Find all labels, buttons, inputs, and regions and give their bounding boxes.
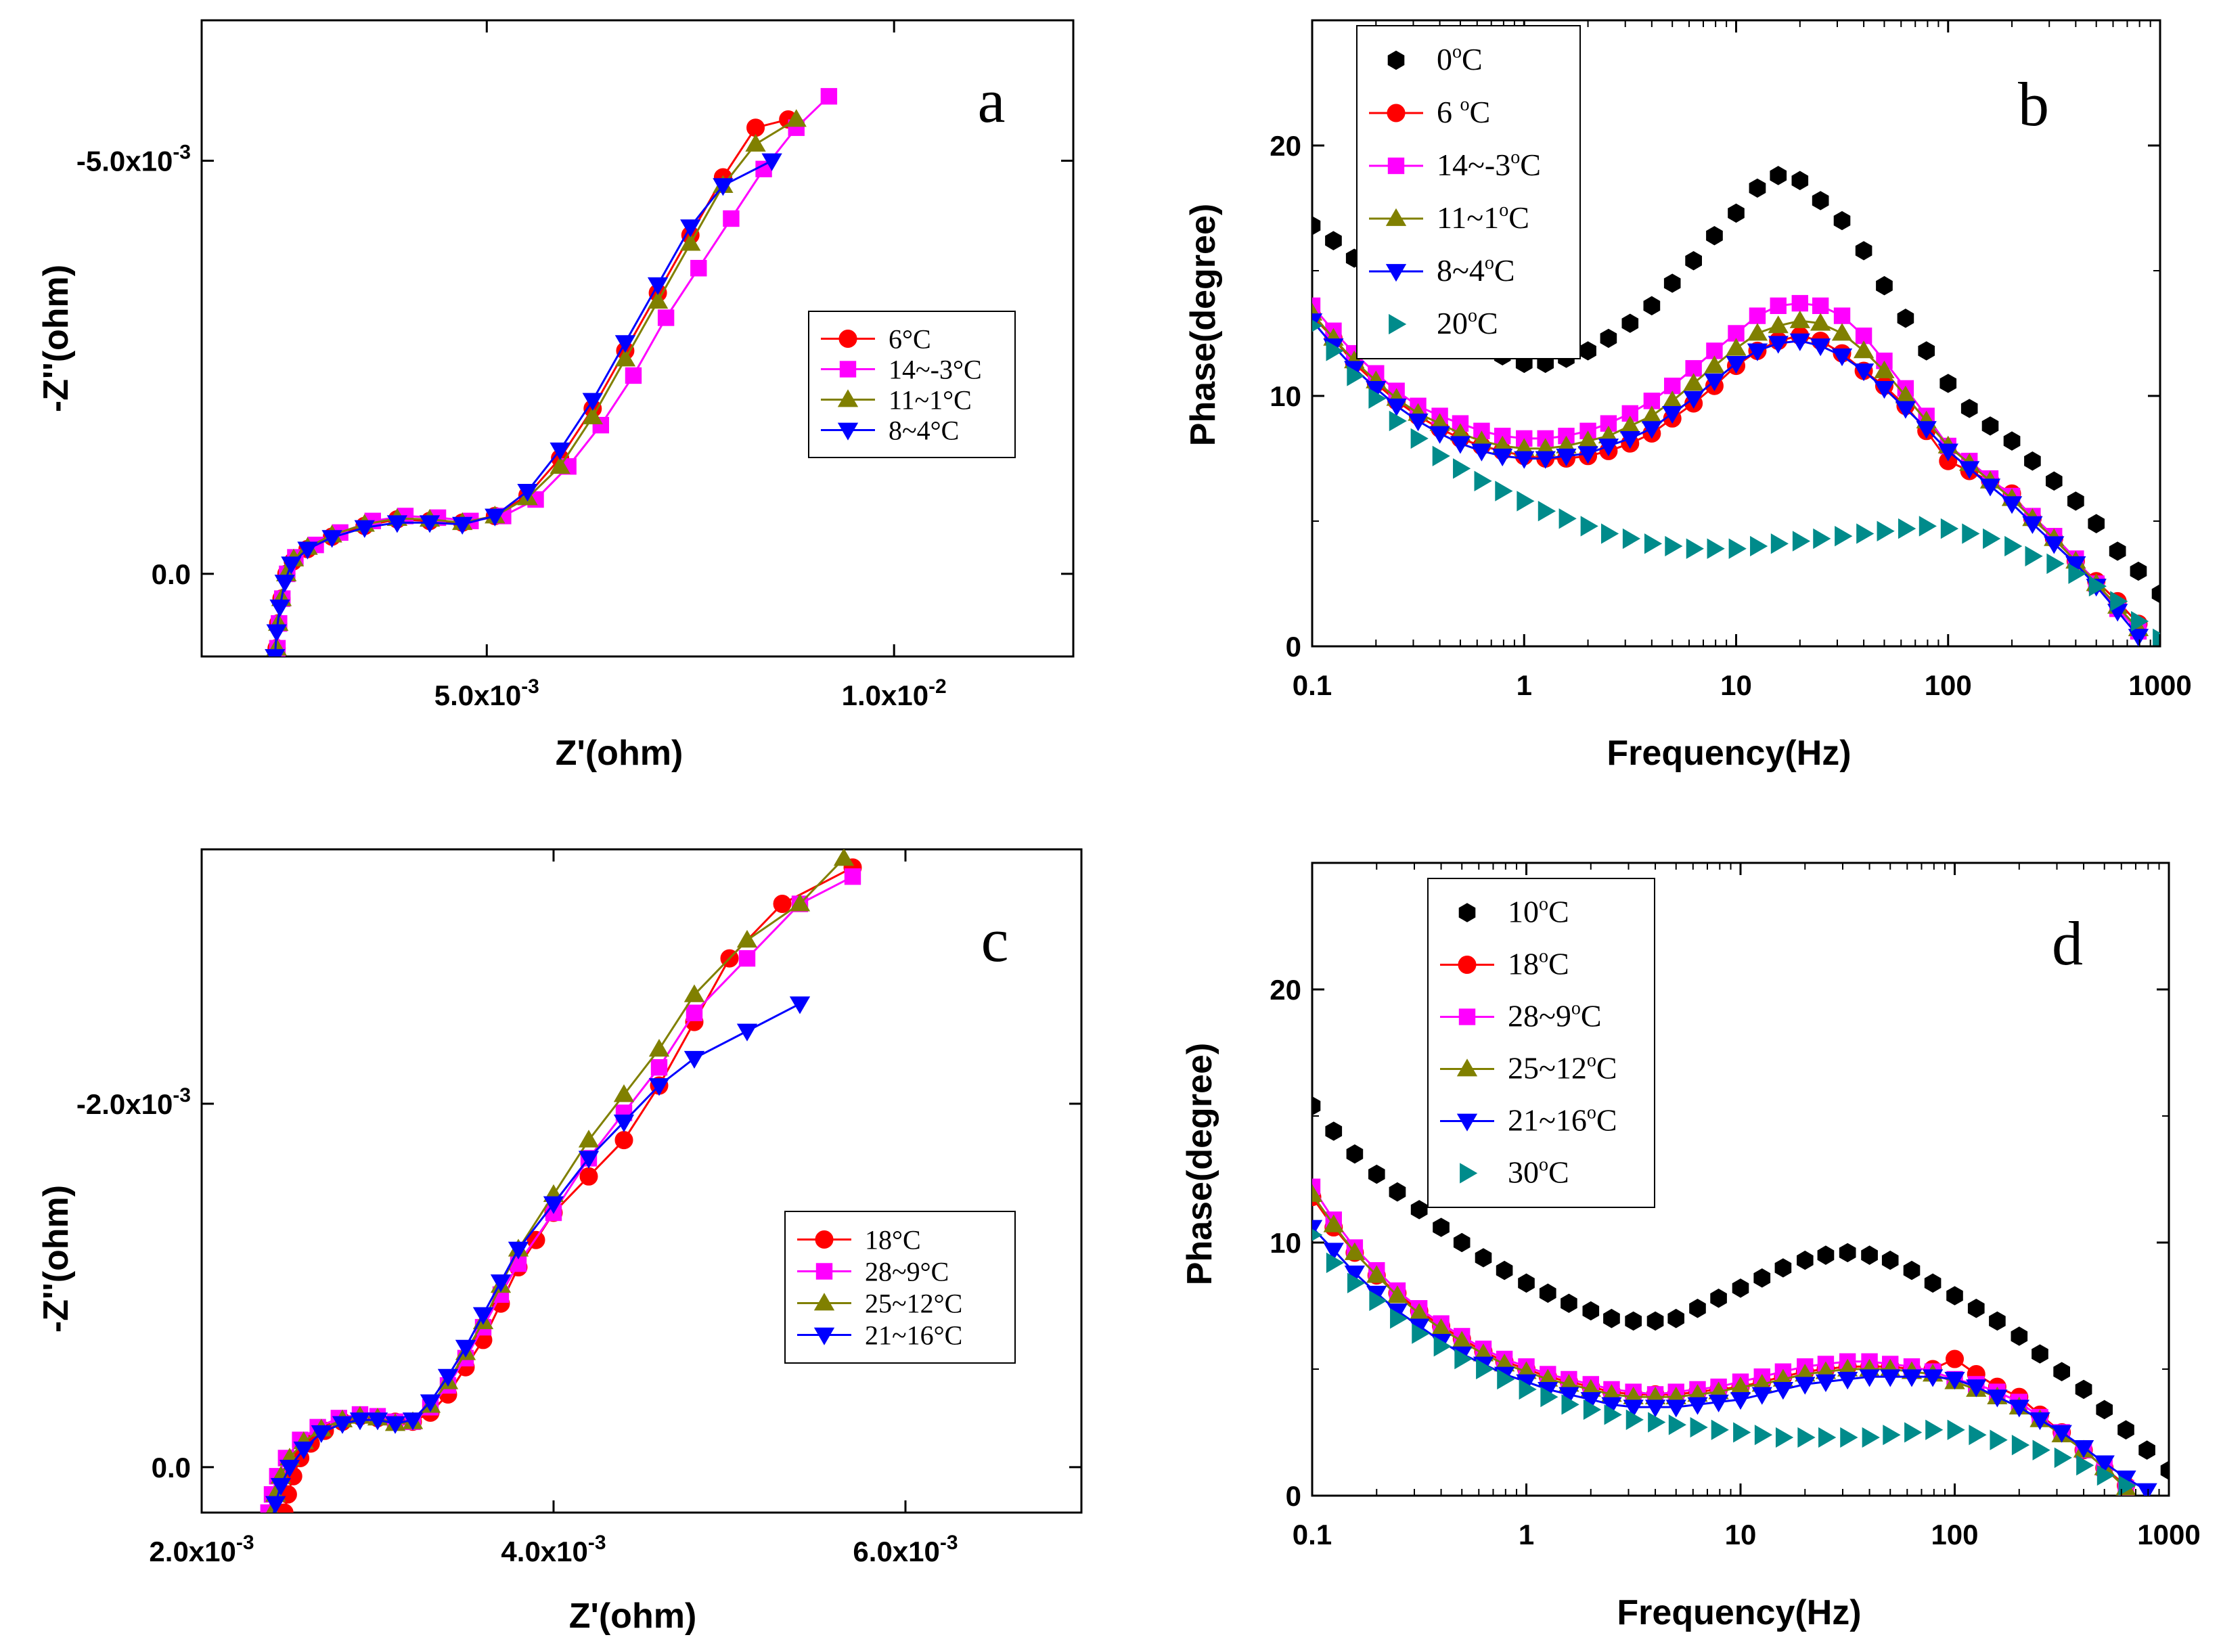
- panel-b-legend-label-3: 11~1oC: [1437, 200, 1529, 235]
- panel-a-series-1-point-16: [658, 310, 673, 326]
- panel-d-legend-label-2: 28~9oC: [1508, 998, 1602, 1033]
- panel-c-legend-marker-0: [815, 1231, 833, 1249]
- panel-a-series-1-point-15: [625, 367, 641, 383]
- panel-c-legend-label-0: 18°C: [865, 1225, 921, 1255]
- panel-c-series-1-point-22: [739, 950, 755, 966]
- panel-d-ytick-label-1: 10: [1270, 1227, 1301, 1259]
- panel-d-legend-label-5: 30oC: [1508, 1155, 1569, 1190]
- panel-b-xtick-label-3: 100: [1925, 669, 1972, 701]
- panel-d-series-1-point-30: [1946, 1350, 1964, 1368]
- panel-a-xlabel: Z'(ohm): [556, 734, 683, 773]
- panel-d-ylabel: Phase(degree): [1180, 1043, 1219, 1285]
- panel-c-series-0-point-19: [580, 1167, 598, 1185]
- panel-c-series-0-point-24: [773, 895, 791, 913]
- panel-c-series-1-point-21: [686, 1005, 702, 1021]
- panel-c-legend-marker-1: [816, 1264, 832, 1279]
- panel-b-xtick-label-0: 0.1: [1293, 669, 1332, 701]
- panel-c-legend-label-1: 28~9°C: [865, 1257, 949, 1287]
- panel-a-letter: a: [978, 66, 1006, 135]
- panel-b-legend-label-2: 14~-3oC: [1437, 147, 1541, 182]
- panel-b-series-2-point-24: [1812, 298, 1828, 313]
- panel-b-legend-marker-1: [1387, 104, 1405, 122]
- panel-d-ytick-label-0: 0: [1286, 1480, 1301, 1512]
- panel-d-legend-label-1: 18oC: [1508, 946, 1569, 981]
- panel-b-series-2-point-23: [1792, 295, 1808, 311]
- panel-d-legend-label-0: 10oC: [1508, 894, 1569, 929]
- panel-d-letter: d: [2052, 909, 2083, 978]
- panel-d-ytick-label-2: 20: [1270, 974, 1301, 1006]
- panel-c-legend-label-3: 21~16°C: [865, 1320, 962, 1351]
- panel-b-legend-label-4: 8~4oC: [1437, 252, 1515, 288]
- panel-b-xtick-label-1: 1: [1517, 669, 1532, 701]
- panel-d-xtick-label-3: 100: [1931, 1519, 1978, 1550]
- panel-a-legend-label-0: 6°C: [889, 324, 931, 355]
- panel-a-series-1-point-18: [723, 210, 739, 226]
- panel-c-series-0-point-20: [615, 1132, 633, 1149]
- panel-a-legend: 6°C14~-3°C11~1°C8~4°C: [809, 311, 1015, 457]
- panel-c-xlabel: Z'(ohm): [569, 1597, 697, 1636]
- panel-b-ylabel: Phase(degree): [1184, 204, 1223, 446]
- panel-a-ylabel: -Z''(ohm): [37, 265, 76, 412]
- panel-b-xlabel: Frequency(Hz): [1607, 734, 1851, 773]
- panel-a-legend-label-1: 14~-3°C: [889, 355, 982, 385]
- panel-a-legend-marker-1: [840, 361, 855, 377]
- panel-c-series-1-point-20: [651, 1059, 667, 1075]
- panel-b-legend-marker-2: [1388, 158, 1404, 173]
- panel-c-ytick-label-1: 0.0: [152, 1452, 191, 1483]
- panel-a-series-0-point-19: [747, 119, 765, 137]
- panel-b-legend: 0oC6 oC14~-3oC11~1oC8~4oC20oC: [1357, 26, 1580, 359]
- panel-d-legend-marker-1: [1458, 956, 1476, 974]
- panel-b-xtick-label-2: 10: [1720, 669, 1752, 701]
- panel-c-letter: c: [981, 906, 1009, 975]
- panel-c-legend-label-2: 25~12°C: [865, 1289, 962, 1319]
- panel-d-legend-marker-2: [1459, 1009, 1475, 1025]
- panel-b-series-2-point-21: [1749, 308, 1765, 323]
- panel-d-xlabel: Frequency(Hz): [1617, 1593, 1861, 1632]
- panel-d-xtick-label-1: 1: [1519, 1519, 1534, 1550]
- panel-a-series-1-point-21: [821, 89, 836, 104]
- panel-d-xtick-label-4: 1000: [2137, 1519, 2200, 1550]
- panel-a-legend-label-2: 11~1°C: [889, 385, 972, 416]
- panel-b-ytick-label-0: 0: [1286, 631, 1301, 663]
- panel-b-xtick-label-4: 1000: [2128, 669, 2191, 701]
- panel-d-xtick-label-2: 10: [1725, 1519, 1757, 1550]
- figure: 5.0x10-3 1.0x10-2-5.0x10-3 0.0 Z'(ohm) -Z…: [0, 0, 2221, 1652]
- panel-a-series-1-point-17: [691, 261, 706, 276]
- panel-b-ytick-label-1: 10: [1270, 380, 1301, 412]
- panel-c-ylabel: -Z''(ohm): [37, 1185, 76, 1333]
- panel-a-ytick-label-1: 0.0: [152, 558, 191, 590]
- panel-c-legend: 18°C28~9°C25~12°C21~16°C: [785, 1211, 1015, 1363]
- panel-a-legend-label-3: 8~4°C: [889, 416, 959, 446]
- panel-b-series-2-point-22: [1770, 298, 1786, 313]
- panel-b-legend-label-5: 20oC: [1437, 305, 1498, 340]
- panel-b-series-2-point-25: [1834, 308, 1849, 323]
- panel-b-ytick-label-2: 20: [1270, 130, 1301, 162]
- panel-d-legend: 10oC 18oC 28~9oC 25~12oC 21~16oC 30oC: [1428, 878, 1655, 1207]
- panel-c-series-1-point-24: [845, 869, 860, 885]
- panel-d-legend-label-3: 25~12oC: [1508, 1050, 1617, 1086]
- panel-b-letter: b: [2018, 70, 2049, 139]
- panel-d-xtick-label-0: 0.1: [1293, 1519, 1332, 1550]
- panel-a-legend-marker-0: [839, 330, 857, 348]
- panel-d-legend-label-4: 21~16oC: [1508, 1102, 1617, 1138]
